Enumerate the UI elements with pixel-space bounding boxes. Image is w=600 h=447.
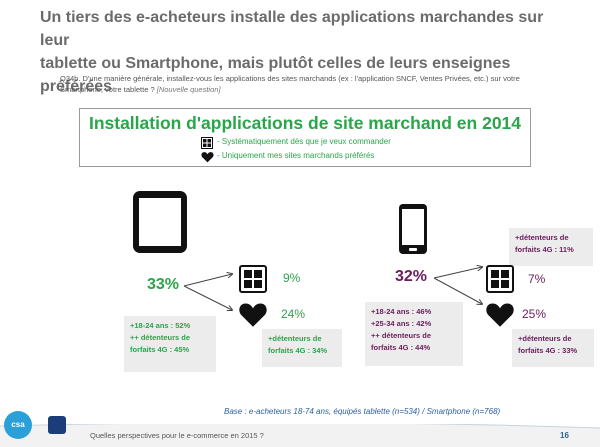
smartphone-profile-note: +18-24 ans : 46% +25-34 ans : 42% ++ dét… xyxy=(365,302,463,366)
footer-text: Quelles perspectives pour le e-commerce … xyxy=(90,431,264,440)
tablet-favorite-pct: 24% xyxy=(281,307,306,321)
tablet-icon xyxy=(132,190,188,254)
legend-label-systematic: - Systématiquement dès que je veux comma… xyxy=(217,137,391,146)
tablet-total-pct: 33% xyxy=(147,276,180,293)
legend-panel: Installation d'applications de site marc… xyxy=(79,108,531,167)
tablet-arrows xyxy=(183,266,240,316)
tablet-profile-note: +18-24 ans : 52% ++ détenteurs de forfai… xyxy=(124,316,216,372)
title-line-1: Un tiers des e-acheteurs installe des ap… xyxy=(40,9,544,49)
smartphone-systematic-note: +détenteurs de forfaits 4G : 11% xyxy=(509,228,593,266)
smartphone-grid-app-icon xyxy=(486,265,514,293)
heart-icon xyxy=(201,150,214,163)
page-title: Un tiers des e-acheteurs installe des ap… xyxy=(40,6,570,98)
csa-logo: csa xyxy=(4,411,32,439)
question-text: Q34b. D'une manière générale, installez-… xyxy=(60,73,550,95)
legend-label-favorite: - Uniquement mes sites marchands préféré… xyxy=(217,151,375,160)
tablet-favorite-note: +détenteurs de forfaits 4G : 34% xyxy=(262,329,342,367)
tablet-systematic-pct: 9% xyxy=(283,271,301,285)
base-note: Base : e-acheteurs 18-74 ans, équipés ta… xyxy=(224,407,501,416)
smartphone-icon xyxy=(398,203,428,255)
smartphone-favorite-pct: 25% xyxy=(522,307,547,321)
title-line-2: tablette ou Smartphone, mais plutôt cell… xyxy=(40,55,511,95)
page-number: 16 xyxy=(560,431,569,440)
panel-title: Installation d'applications de site marc… xyxy=(88,113,522,133)
smartphone-heart-icon xyxy=(485,301,515,328)
question-note: [Nouvelle question] xyxy=(156,85,221,94)
tablet-grid-app-icon xyxy=(239,265,267,293)
footer-bar xyxy=(0,424,600,447)
smartphone-favorite-note: +détenteurs de forfaits 4G : 33% xyxy=(512,329,594,367)
smartphone-systematic-pct: 7% xyxy=(528,272,546,286)
smartphone-total-pct: 32% xyxy=(395,268,428,285)
partner-logo xyxy=(48,416,66,434)
grid-app-icon xyxy=(201,136,213,149)
smartphone-arrows xyxy=(433,258,490,310)
tablet-heart-icon xyxy=(238,301,268,328)
question-body: Q34b. D'une manière générale, installez-… xyxy=(60,74,520,94)
